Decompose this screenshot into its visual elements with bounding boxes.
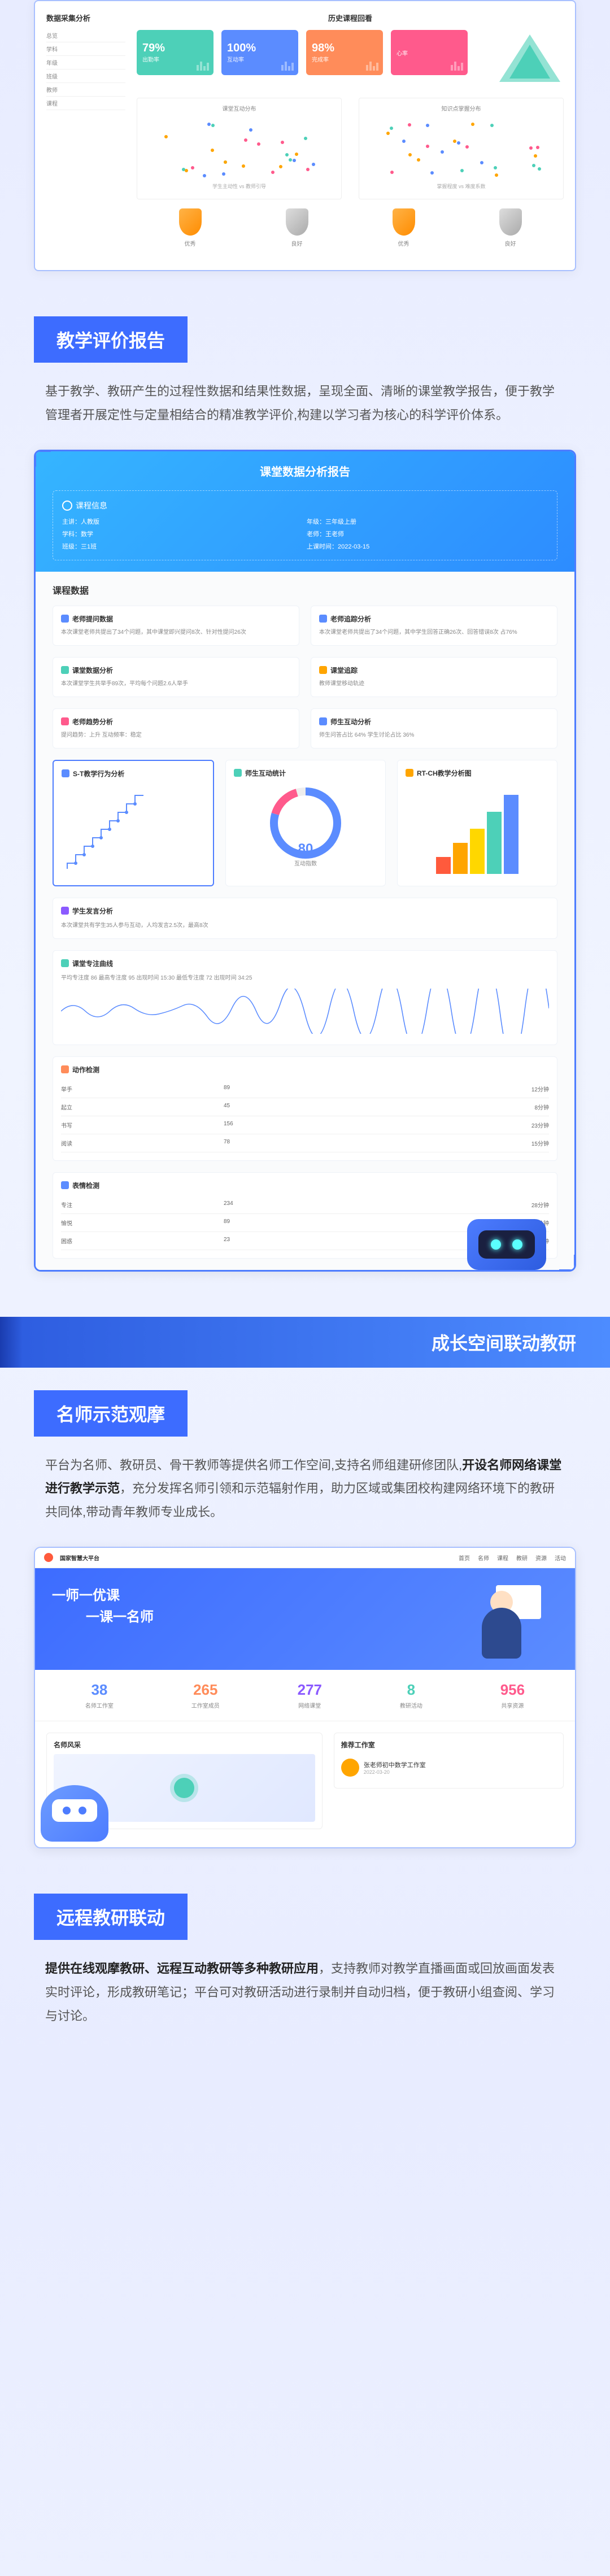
st-analysis-chart: S-T教学行为分析 xyxy=(53,760,214,886)
badge-icon xyxy=(167,1771,201,1805)
dash-nav-item[interactable]: 学科 xyxy=(46,42,125,56)
nav-item[interactable]: 教研 xyxy=(516,1556,528,1562)
dash-nav-item[interactable]: 班级 xyxy=(46,69,125,83)
wave-chart-icon xyxy=(61,989,549,1034)
dash-nav-item[interactable]: 教师 xyxy=(46,83,125,97)
section-desc: 提供在线观摩教研、远程互动教研等多种教研应用，支持教师对教学直播画面或回放画面发… xyxy=(0,1957,610,2027)
section-header-demo: 名师示范观摩 xyxy=(34,1390,188,1437)
dashboard-card: 数据采集分析 总览 学科 年级 班级 教师 课程 历史课程回看 79%出勤率10… xyxy=(34,0,576,271)
platform-card: 国家智慧大平台 首页 名师 课程 教研 资源 活动 一师一优课一课一名师 38名师工作室 2… xyxy=(34,1547,576,1848)
metric-card: 课堂追踪教师课堂移动轨迹 xyxy=(311,657,557,697)
table-row: 阅读7815分钟 xyxy=(61,1134,549,1152)
platform-stat: 265工作室成员 xyxy=(191,1681,220,1709)
platform-stat: 38名师工作室 xyxy=(85,1681,114,1709)
avatar-icon xyxy=(341,1759,359,1777)
section-header-remote: 远程教研联动 xyxy=(34,1894,188,1940)
table-row: 起立458分钟 xyxy=(61,1098,549,1116)
table-row: 书写15623分钟 xyxy=(61,1116,549,1134)
platform-brand: 国家智慧大平台 xyxy=(60,1554,99,1562)
stat-card[interactable]: 98%完成率 xyxy=(306,30,383,75)
platform-stat: 8教研活动 xyxy=(400,1681,422,1709)
robot-decoration-icon xyxy=(34,1774,125,1848)
focus-wave-card: 课堂专注曲线 平均专注度 86 最高专注度 95 出现时间 15:30 最低专注… xyxy=(53,950,557,1045)
stat-card[interactable]: 79%出勤率 xyxy=(137,30,213,75)
gauge-chart: 师生互动统计 80 互动指数 xyxy=(225,760,386,886)
metric-card: 师生互动分析师生问答占比 64% 学生讨论占比 36% xyxy=(311,708,557,749)
pyramid-chart: RT-CH教学分析图 xyxy=(397,760,557,886)
section-desc: 平台为名师、教研员、骨干教师等提供名师工作空间,支持名师组建研修团队,开设名师网… xyxy=(0,1454,610,1524)
table-row: 专注23428分钟 xyxy=(61,1196,549,1214)
dash-left-title: 数据采集分析 xyxy=(46,12,125,23)
divider-banner: 成长空间联动教研 xyxy=(0,1317,610,1368)
robot-decoration-icon xyxy=(456,1219,557,1272)
report-body-title: 课程数据 xyxy=(53,583,557,597)
stat-cards-row: 79%出勤率100%互动率98%完成率心率 xyxy=(137,30,468,75)
teacher-illustration-icon xyxy=(462,1579,541,1659)
dash-right-title: 历史课程回看 xyxy=(137,12,564,23)
platform-stat: 956共享资源 xyxy=(500,1681,525,1709)
scatter-chart: 知识点掌握分布 掌握程度 vs 难度系数 xyxy=(359,98,564,199)
medal-item: 优秀 xyxy=(179,208,202,247)
scatter-chart: 课堂互动分布 学生主动性 vs 教师引导 xyxy=(137,98,342,199)
triangle-chart-icon xyxy=(496,30,564,86)
platform-hero: 一师一优课一课一名师 xyxy=(35,1568,575,1670)
student-speech-card: 学生发言分析 本次课堂共有学生35人参与互动，人均发言2.5次，最高8次 xyxy=(53,898,557,939)
dash-nav-item[interactable]: 课程 xyxy=(46,97,125,110)
report-title: 课堂数据分析报告 xyxy=(53,463,557,479)
dash-nav-item[interactable]: 总览 xyxy=(46,29,125,42)
nav-item[interactable]: 课程 xyxy=(497,1556,508,1562)
report-card: 课堂数据分析报告 课程信息 主讲：人教版年级：三年级上册学科：数学老师：王老师班… xyxy=(34,450,576,1272)
medal-item: 优秀 xyxy=(393,208,415,247)
section-desc: 基于教学、教研产生的过程性数据和结果性数据，呈现全面、清晰的课堂教学报告，便于教… xyxy=(0,380,610,427)
table-row: 举手8912分钟 xyxy=(61,1080,549,1098)
metric-card: 老师提问数据本次课堂老师共提出了34个问题，其中课堂即兴提问8次、针对性提问26… xyxy=(53,606,299,646)
platform-logo-icon xyxy=(44,1553,53,1562)
nav-item[interactable]: 首页 xyxy=(459,1556,470,1562)
dash-nav-item[interactable]: 年级 xyxy=(46,56,125,69)
platform-stat: 277网络课堂 xyxy=(298,1681,322,1709)
action-detect-card: 动作检测 举手8912分钟起立458分钟书写15623分钟阅读7815分钟 xyxy=(53,1056,557,1161)
metric-card: 老师趋势分析提问趋势：上升 互动频率：稳定 xyxy=(53,708,299,749)
nav-item[interactable]: 活动 xyxy=(555,1556,566,1562)
medals-row: 优秀 良好 优秀 良好 xyxy=(137,208,564,247)
platform-stats-row: 38名师工作室 265工作室成员 277网络课堂 8教研活动 956共享资源 xyxy=(35,1670,575,1721)
metric-card: 老师追踪分析本次课堂老师共提出了34个问题，其中学生回答正确26次、回答错误8次… xyxy=(311,606,557,646)
platform-topbar: 国家智慧大平台 首页 名师 课程 教研 资源 活动 xyxy=(35,1548,575,1568)
step-chart-icon xyxy=(62,784,152,874)
section-header-report: 教学评价报告 xyxy=(34,316,188,363)
medal-item: 良好 xyxy=(499,208,522,247)
nav-item[interactable]: 资源 xyxy=(535,1556,547,1562)
metric-card: 课堂数据分析本次课堂学生共举手89次，平均每个问题2.6人举手 xyxy=(53,657,299,697)
stat-card[interactable]: 心率 xyxy=(391,30,468,75)
info-block-title: 课程信息 xyxy=(62,500,548,511)
workshop-card[interactable]: 推荐工作室 张老师初中数学工作室 2022-03-20 xyxy=(334,1733,564,1789)
stat-card[interactable]: 100%互动率 xyxy=(221,30,298,75)
medal-item: 良好 xyxy=(286,208,308,247)
nav-item[interactable]: 名师 xyxy=(478,1556,489,1562)
